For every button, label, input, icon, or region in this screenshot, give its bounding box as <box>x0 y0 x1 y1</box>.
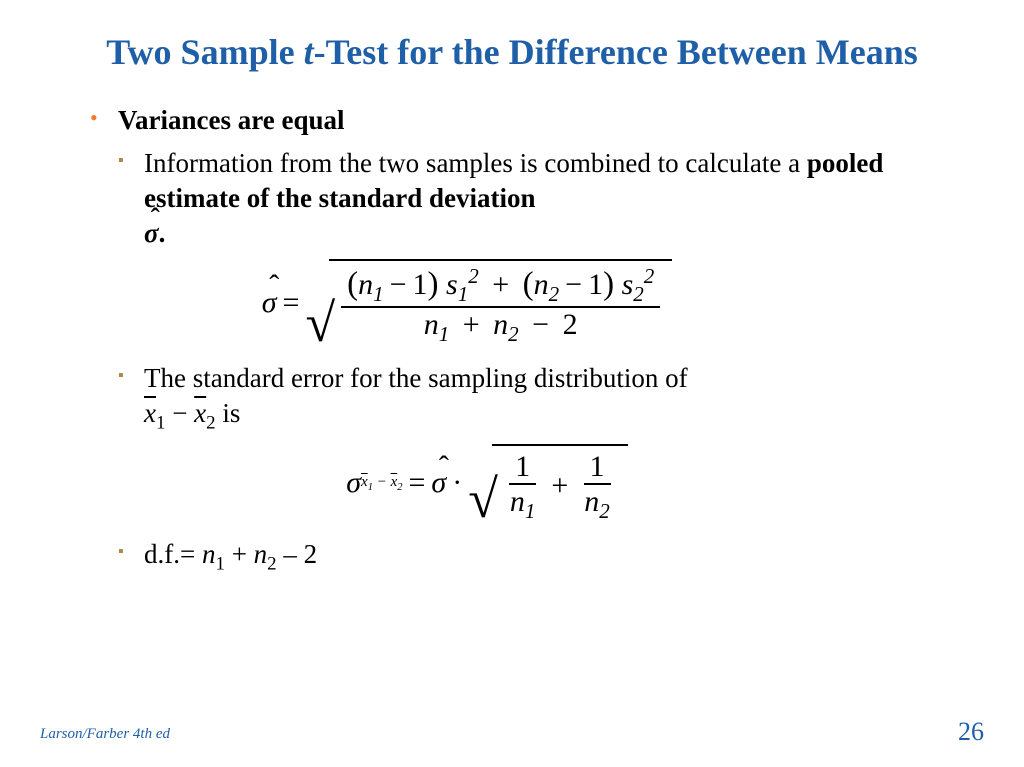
xbar-minus: − <box>172 398 187 428</box>
f2-sub-s2: 2 <box>397 482 402 493</box>
sub-bullet-1: ▪ Information from the two samples is co… <box>90 146 964 251</box>
f1-equals: = <box>283 286 300 320</box>
df-label: d.f. <box>144 539 180 569</box>
f1-sexp2: 2 <box>644 264 655 288</box>
f1-sexp1: 2 <box>468 264 479 288</box>
f3-s1: 1 <box>215 553 224 574</box>
f3-plus: + <box>225 539 254 569</box>
main-bullet: • Variances are equal <box>90 103 964 138</box>
f2-sigma-hat: σ <box>431 466 446 500</box>
f3-n1: n <box>202 539 216 569</box>
bullet-square-icon: ▪ <box>118 361 144 391</box>
f2-equals: = <box>408 466 425 500</box>
f1-n-a: n <box>358 268 373 301</box>
f1-numerator: (n1−1) s12 + (n2−1) s22 <box>341 265 660 308</box>
f2-den2: n2 <box>578 485 616 523</box>
f2-dot: · <box>452 466 462 500</box>
f1-sub1-a: 1 <box>373 282 384 306</box>
f1-plus: + <box>492 268 509 301</box>
bullet-square-icon: ▪ <box>118 146 144 176</box>
f1-ssub1: 1 <box>458 282 469 306</box>
f3-s2: 2 <box>267 553 276 574</box>
f1-dminus: − <box>532 308 549 341</box>
f1-one-a: 1 <box>413 268 428 301</box>
f1-dsub1: 1 <box>439 322 450 346</box>
f2-n2: n <box>584 485 599 518</box>
f2-frac2: 1 n2 <box>578 450 616 523</box>
f1-one-b: 1 <box>588 268 603 301</box>
f1-fraction: (n1−1) s12 + (n2−1) s22 n1 + n2 − 2 <box>341 265 660 346</box>
formula-standard-error: σ x1 − x2 = σ · √ 1 n1 + 1 n2 <box>90 444 964 523</box>
f2-sub-minus: − <box>377 474 387 490</box>
f1-sigma-hat: σ <box>262 286 277 320</box>
f3-minus: – <box>277 539 304 569</box>
f1-dtwo: 2 <box>563 308 578 341</box>
f2-sub-x1: x <box>361 474 368 490</box>
sigma-hat-symbol: σ <box>144 216 159 251</box>
title-part1: Two Sample <box>106 32 303 72</box>
xbar2-sub: 2 <box>206 412 215 433</box>
f1-dn2: n <box>493 308 508 341</box>
sub-bullet-2-text: The standard error for the sampling dist… <box>144 361 688 436</box>
sub-bullet-2: ▪ The standard error for the sampling di… <box>90 361 964 436</box>
f2-sigma: σ <box>346 466 361 500</box>
xbar2: x <box>194 398 206 428</box>
f2-n1: n <box>510 485 525 518</box>
f1-lparen2: ( <box>523 266 534 302</box>
footer-citation: Larson/Farber 4th ed <box>40 726 170 743</box>
sub2-text-b: is <box>222 398 240 428</box>
f1-minus-b: − <box>565 268 582 301</box>
formula-pooled-sd: σ = √ (n1−1) s12 + (n2−1) s22 n1 <box>90 259 964 346</box>
f1-s-a: s <box>446 268 458 301</box>
title-italic-t: t <box>304 32 314 72</box>
page-number: 26 <box>958 717 984 747</box>
sub-bullet-3-text: d.f.= n1 + n2 – 2 <box>144 537 317 577</box>
xbar1: x <box>144 398 156 428</box>
main-bullet-text: Variances are equal <box>118 103 345 138</box>
f2-den1: n1 <box>504 485 542 523</box>
f2-plus: + <box>551 469 568 503</box>
f1-sqrt: √ (n1−1) s12 + (n2−1) s22 n1 + <box>305 259 672 346</box>
f2-frac1: 1 n1 <box>504 450 542 523</box>
f1-lparen1: ( <box>347 266 358 302</box>
f1-dplus: + <box>463 308 480 341</box>
f2-nsub1: 1 <box>525 499 536 523</box>
f1-dsub2: 2 <box>508 322 519 346</box>
slide-title: Two Sample t-Test for the Difference Bet… <box>60 30 964 75</box>
f1-minus-a: − <box>390 268 407 301</box>
f2-sigma-subscript: x1 − x2 <box>361 474 402 493</box>
f1-n-b: n <box>534 268 549 301</box>
f3-n2: n <box>254 539 268 569</box>
f2-num2: 1 <box>584 450 611 485</box>
f1-rparen2: ) <box>603 266 614 302</box>
title-part2: -Test for the Difference Between Means <box>314 32 918 72</box>
xbar1-sub: 1 <box>156 412 165 433</box>
bullet-square-icon: ▪ <box>118 537 144 567</box>
sub-bullet-3: ▪ d.f.= n1 + n2 – 2 <box>90 537 964 577</box>
f1-dn1: n <box>424 308 439 341</box>
f2-nsub2: 2 <box>599 499 610 523</box>
f2-sqrt: √ 1 n1 + 1 n2 <box>468 444 628 523</box>
df-eq: = <box>180 539 202 569</box>
f1-ssub2: 2 <box>633 282 644 306</box>
f1-sub2-a: 2 <box>549 282 560 306</box>
f1-rparen1: ) <box>428 266 439 302</box>
f2-sub-s1: 1 <box>368 482 373 493</box>
bullet-dot-icon: • <box>90 103 118 133</box>
content-area: • Variances are equal ▪ Information from… <box>60 103 964 577</box>
f3-two: 2 <box>304 539 318 569</box>
f2-num1: 1 <box>509 450 536 485</box>
sub-bullet-1-text: Information from the two samples is comb… <box>144 146 964 251</box>
f1-s-b: s <box>622 268 634 301</box>
sub1-text-a: Information from the two samples is comb… <box>144 148 807 178</box>
f1-denominator: n1 + n2 − 2 <box>418 308 584 346</box>
sub2-text: The standard error for the sampling dist… <box>144 363 688 393</box>
